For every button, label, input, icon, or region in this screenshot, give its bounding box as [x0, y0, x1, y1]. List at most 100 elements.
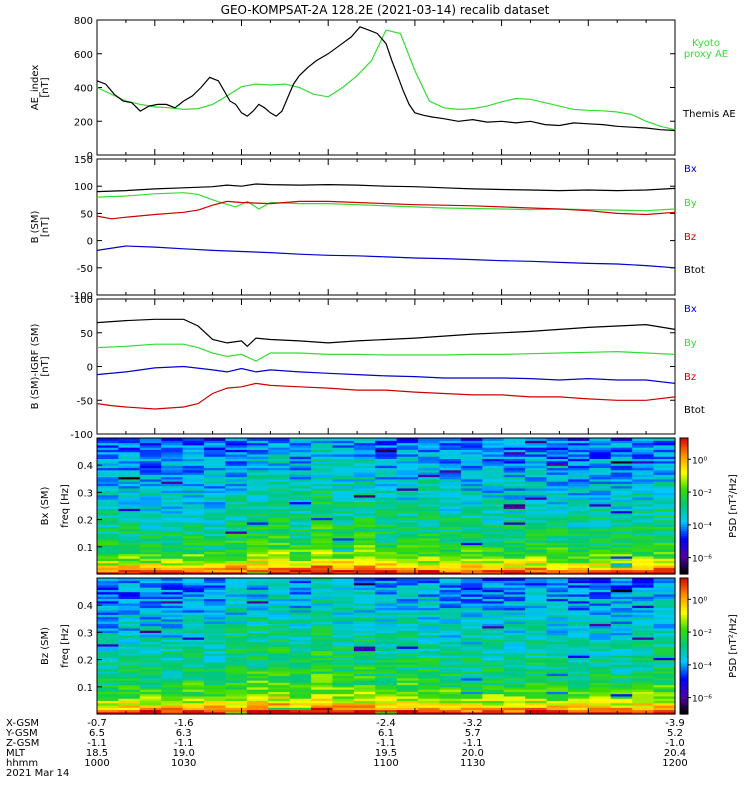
spectrogram-cell: [525, 677, 548, 681]
spectrogram-cell: [289, 533, 312, 537]
spectrogram-cell: [375, 503, 398, 507]
spectrogram-cell: [118, 542, 141, 546]
spectrogram-cell: [439, 661, 462, 665]
spectrogram-cell: [97, 641, 120, 645]
spectrogram-cell: [118, 634, 141, 638]
spectrogram-cell: [567, 515, 590, 518]
spectrogram-cell: [353, 438, 376, 441]
spectrogram-cell: [268, 587, 291, 590]
spectrogram-cell: [332, 709, 355, 713]
spectrogram-cell: [439, 562, 462, 566]
spectrogram-cell: [118, 442, 141, 446]
spectrogram-cell: [482, 591, 505, 595]
spectrogram-cell: [610, 456, 633, 459]
spectrogram-cell: [632, 627, 655, 631]
spectrogram-cell: [139, 641, 162, 645]
spectrogram-cell: [97, 549, 120, 552]
spectrogram-cell: [332, 668, 355, 672]
spectrogram-cell: [546, 707, 569, 711]
spectrogram-cell: [396, 458, 419, 462]
spectrogram-cell: [460, 503, 483, 507]
spectrogram-cell: [268, 578, 291, 581]
spectrogram-cell: [353, 655, 376, 658]
spectrogram-cell: [610, 593, 633, 597]
spectrogram-cell: [396, 465, 419, 469]
spectrogram-cell: [396, 440, 419, 444]
spectrogram-cell: [118, 549, 141, 552]
spectrogram-cell: [118, 540, 141, 543]
spectrogram-cell: [460, 616, 483, 620]
spectrogram-cell: [546, 490, 569, 493]
spectrogram-cell: [439, 499, 462, 503]
spectrogram-cell: [139, 537, 162, 541]
spectrogram-cell: [460, 540, 483, 543]
spectrogram-cell: [332, 664, 355, 667]
spectrogram-cell: [567, 444, 590, 448]
colorbar-segment: [680, 558, 688, 561]
spectrogram-cell: [225, 646, 248, 649]
spectrogram-cell: [439, 630, 462, 633]
spectrogram-cell: [439, 702, 462, 706]
spectrogram-cell: [161, 546, 184, 550]
spectrogram-cell: [204, 668, 227, 672]
spectrogram-cell: [460, 666, 483, 670]
spectrogram-cell: [332, 569, 355, 573]
spectrogram-cell: [525, 627, 548, 631]
spectrogram-cell: [332, 515, 355, 518]
spectrogram-cell: [589, 465, 612, 469]
spectrogram-cell: [589, 621, 612, 624]
spectrogram-cell: [97, 465, 120, 469]
spectrogram-cell: [118, 537, 141, 541]
spectrogram-cell: [246, 444, 269, 448]
spectrogram-cell: [332, 677, 355, 681]
spectrogram-cell: [332, 535, 355, 539]
spectrogram-cell: [482, 618, 505, 622]
y-tick-label: -100: [70, 430, 93, 441]
spectrogram-cell: [204, 487, 227, 491]
spectrogram-cell: [311, 702, 334, 706]
ephemeris-value: -1.0: [665, 738, 685, 749]
spectrogram-cell: [567, 652, 590, 656]
spectrogram-cell: [268, 673, 291, 677]
spectrogram-cell: [161, 492, 184, 496]
spectrogram-cell: [546, 634, 569, 638]
spectrogram-cell: [653, 648, 676, 652]
spectrogram-cell: [225, 598, 248, 602]
spectrogram-cell: [460, 444, 483, 448]
spectrogram-cell: [418, 555, 441, 559]
spectrogram-cell: [589, 487, 612, 491]
spectrogram-cell: [311, 530, 334, 534]
spectrogram-cell: [204, 689, 227, 692]
spectrogram-cell: [546, 582, 569, 586]
colorbar-segment: [680, 630, 688, 633]
spectrogram-cell: [460, 499, 483, 503]
spectrogram-cell: [482, 664, 505, 667]
spectrogram-cell: [503, 512, 526, 516]
spectrogram-cell: [332, 472, 355, 475]
spectrogram-cell: [161, 691, 184, 695]
spectrogram-cell: [375, 634, 398, 638]
spectrogram-cell: [375, 544, 398, 548]
spectrogram-cell: [482, 496, 505, 500]
spectrogram-cell: [97, 478, 120, 482]
ephemeris-value: 6.1: [378, 728, 394, 739]
spectrogram-cell: [225, 625, 248, 629]
spectrogram-cell: [182, 621, 205, 624]
spectrogram-cell: [482, 515, 505, 518]
spectrogram-cell: [567, 600, 590, 604]
spectrogram-cell: [246, 542, 269, 546]
colorbar-segment: [680, 460, 688, 464]
spectrogram-cell: [97, 555, 120, 559]
spectrogram-cell: [246, 526, 269, 530]
spectrogram-cell: [396, 686, 419, 690]
spectrogram-cell: [161, 593, 184, 597]
spectrogram-cell: [439, 551, 462, 555]
spectrogram-cell: [610, 648, 633, 652]
spectrogram-cell: [653, 537, 676, 541]
spectrogram-cell: [332, 607, 355, 611]
spectrogram-cell: [610, 578, 633, 581]
spectrogram-cell: [161, 496, 184, 500]
spectrogram-cell: [610, 483, 633, 487]
spectrogram-cell: [225, 657, 248, 661]
spectrogram-cell: [589, 521, 612, 525]
